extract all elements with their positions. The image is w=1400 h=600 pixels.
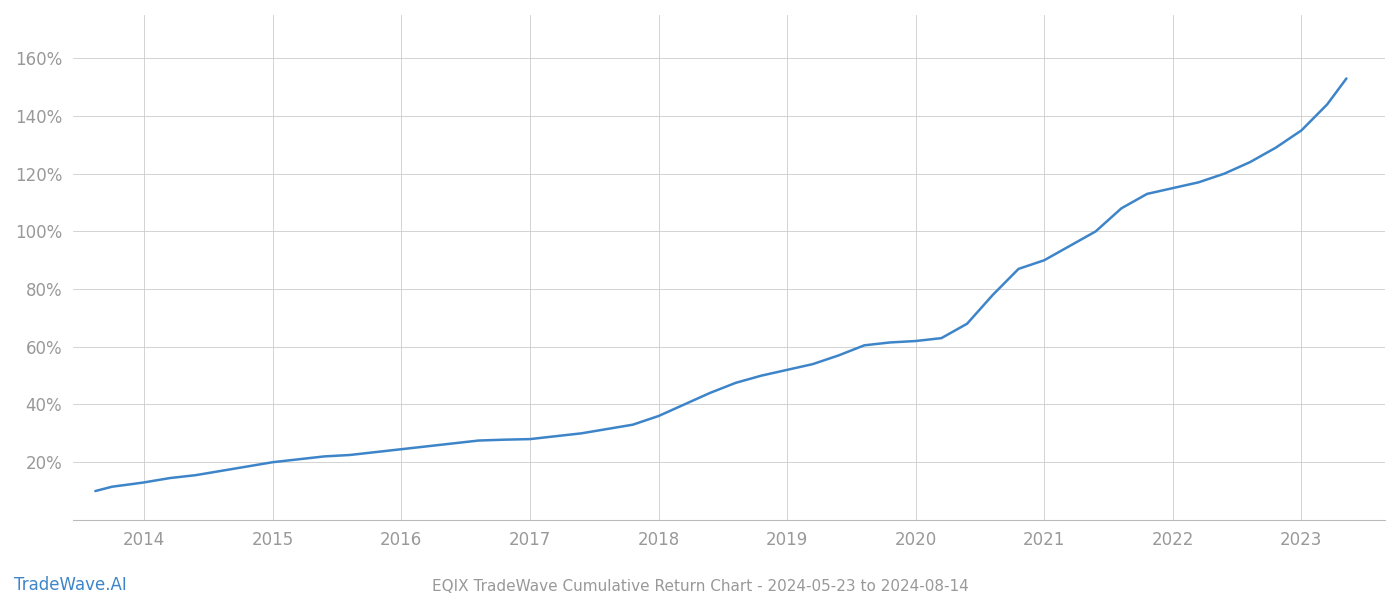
Text: TradeWave.AI: TradeWave.AI	[14, 576, 127, 594]
Text: EQIX TradeWave Cumulative Return Chart - 2024-05-23 to 2024-08-14: EQIX TradeWave Cumulative Return Chart -…	[431, 579, 969, 594]
